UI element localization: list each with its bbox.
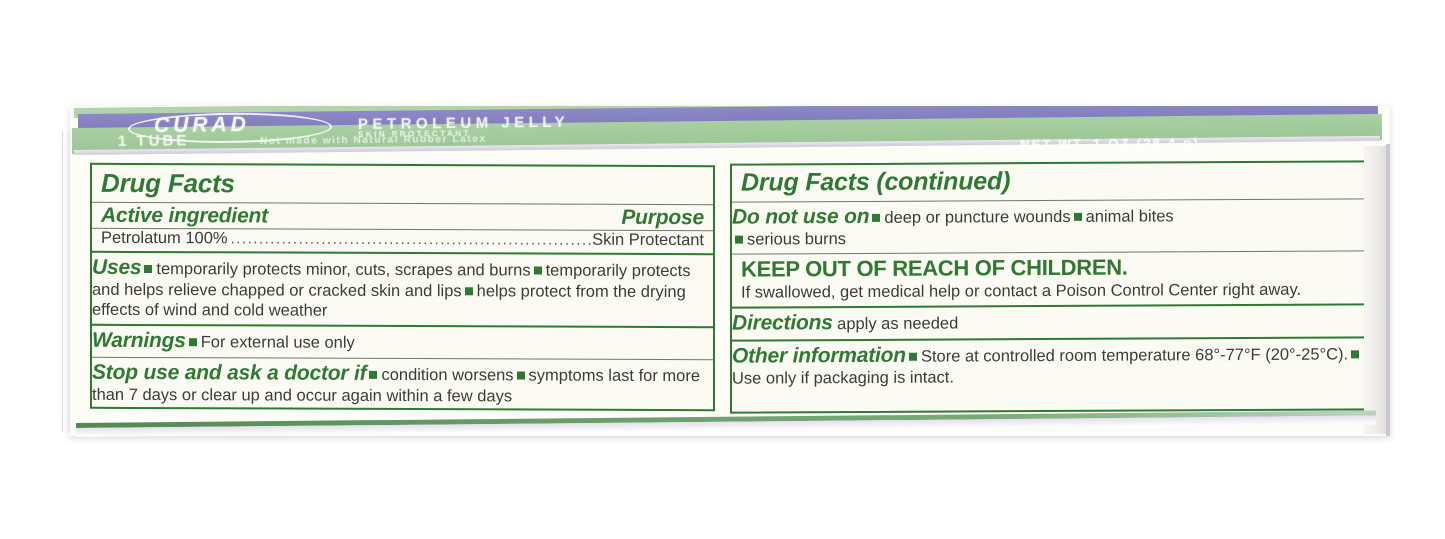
keep-out-text: If swallowed, get medical help or contac… [741, 280, 1302, 302]
keep-out-of-reach-row: KEEP OUT OF REACH OF CHILDREN. If swallo… [732, 249, 1370, 307]
bullet-square-icon [369, 370, 378, 379]
page-title-continued: Drug Facts (continued) [741, 167, 1011, 197]
directions-heading: Directions [732, 310, 833, 335]
leader-dots: ........................................… [230, 230, 593, 249]
do-not-use-heading: Do not use on [732, 204, 870, 229]
quantity-text: 1 TUBE [117, 132, 190, 150]
package-banner: CURAD PETROLEUM JELLY SKIN PROTECTANT 1 … [70, 106, 1390, 158]
directions-row: Directions apply as needed [732, 303, 1370, 340]
drug-facts-panel-left: Drug Facts Active ingredient Purpose Pet… [90, 162, 715, 412]
do-not-use-item-1: animal bites [1085, 206, 1174, 226]
active-ingredient-heading: Active ingredient [101, 203, 268, 228]
uses-item-0: temporarily protects minor, cuts, scrape… [156, 259, 531, 280]
bullet-square-icon [144, 264, 153, 273]
purpose-heading: Purpose [621, 205, 704, 229]
ingredient-value-row: Petrolatum 100% ........................… [92, 227, 713, 253]
net-weight-text: NET WT. 1 OZ (28.4 g) [1019, 135, 1200, 152]
other-information-item-1: Use only if packaging is intact. [732, 368, 954, 388]
directions-text: apply as needed [837, 314, 959, 333]
bullet-square-icon [516, 371, 525, 380]
drug-facts-panel-right: Drug Facts (continued) Do not use on deep… [730, 160, 1372, 414]
purpose-value: Skin Protectant [592, 230, 704, 249]
active-ingredient-row: Active ingredient Purpose [92, 201, 713, 230]
bullet-square-icon [908, 352, 917, 361]
other-information-item-0: Store at controlled room temperature 68°… [920, 345, 1349, 366]
uses-row: Uses temporarily protects minor, cuts, sc… [92, 250, 713, 327]
bullet-square-icon [1073, 212, 1082, 221]
do-not-use-item-0: deep or puncture wounds [884, 207, 1071, 227]
stop-use-row: Stop use and ask a doctor if condition wo… [92, 356, 713, 412]
warnings-item-0: For external use only [200, 333, 355, 352]
bullet-square-icon [188, 338, 197, 347]
do-not-use-item-2: serious burns [747, 229, 847, 249]
uses-heading: Uses [92, 255, 142, 279]
stop-use-item-0: condition worsens [381, 365, 514, 385]
carton-right-edge [1386, 143, 1390, 437]
other-information-heading: Other information [732, 343, 906, 368]
ingredient-name: Petrolatum 100% [101, 228, 228, 248]
stop-use-heading: Stop use and ask a doctor if [92, 360, 367, 385]
drug-facts-title-row: Drug Facts [92, 165, 713, 204]
warnings-row: Warnings For external use only [92, 323, 713, 360]
bullet-square-icon [872, 213, 881, 222]
product-package: CURAD PETROLEUM JELLY SKIN PROTECTANT 1 … [62, 106, 1390, 437]
bullet-square-icon [464, 286, 473, 295]
page-title: Drug Facts [101, 167, 235, 199]
drug-facts-continued-title-row: Drug Facts (continued) [732, 162, 1370, 201]
warnings-heading: Warnings [92, 328, 186, 353]
do-not-use-row: Do not use on deep or puncture wounds anim… [732, 197, 1370, 254]
other-information-row: Other information Store at controlled roo… [732, 336, 1370, 393]
bullet-square-icon [1351, 350, 1360, 359]
keep-out-heading: KEEP OUT OF REACH OF CHILDREN. [741, 254, 1128, 282]
bullet-square-icon [533, 266, 542, 275]
bullet-square-icon [735, 235, 743, 244]
